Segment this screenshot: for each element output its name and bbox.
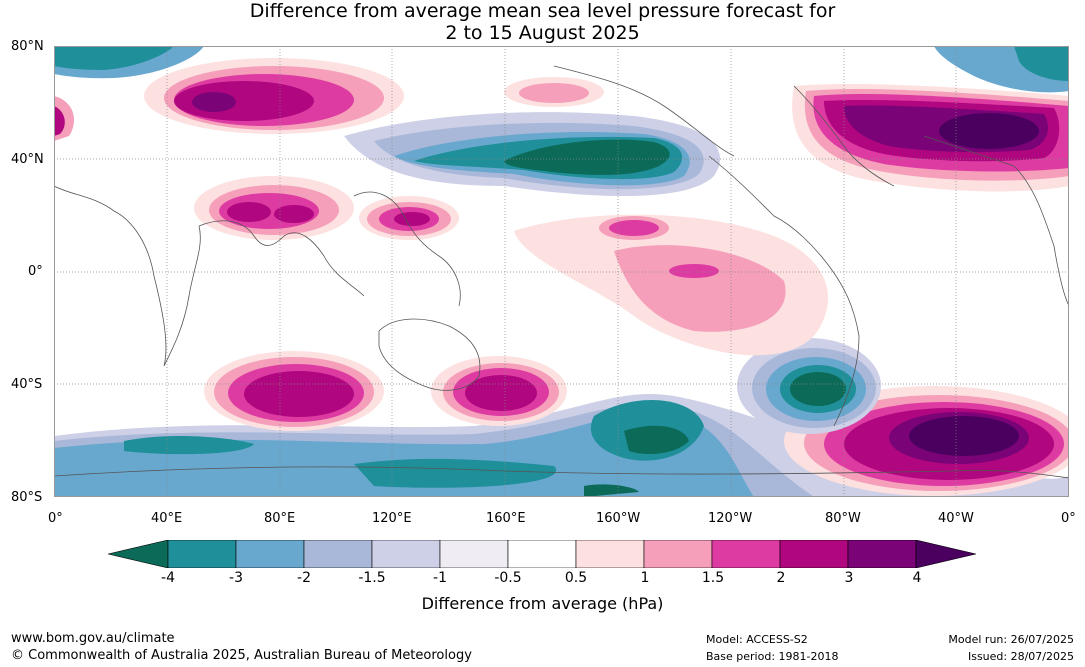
lon-label-160e: 160°E <box>486 511 526 526</box>
colorbar <box>108 540 977 568</box>
colorbar-swatch <box>575 540 645 568</box>
indian-ocean-high <box>204 351 384 431</box>
lon-label-120w: 120°W <box>708 511 753 526</box>
lon-label-80e: 80°E <box>264 511 296 526</box>
north-america-coast <box>793 85 895 187</box>
colorbar-arrow-high <box>915 540 977 568</box>
australia-coast <box>378 318 481 391</box>
lat-label-40n: 40°N <box>11 152 44 167</box>
lon-label-0: 0° <box>48 511 63 526</box>
legend-tick-label: -1.5 <box>358 570 386 586</box>
map-svg <box>54 46 1069 497</box>
legend-tick-label: -4 <box>161 570 175 586</box>
colorbar-arrow-low <box>108 540 169 568</box>
map-frame <box>54 46 1069 497</box>
africa-coast <box>54 185 201 367</box>
colorbar-swatch <box>167 540 237 568</box>
east-asia-coast <box>353 191 461 307</box>
south-atlantic-high <box>784 386 1069 496</box>
title-line-2: 2 to 15 August 2025 <box>445 22 640 44</box>
legend-tick-label: -0.5 <box>494 570 522 586</box>
north-atlantic-high <box>792 84 1069 192</box>
colorbar-swatch <box>779 540 849 568</box>
lat-label-80n: 80°N <box>11 39 44 54</box>
lon-label-0-east: 0° <box>1061 511 1076 526</box>
lat-label-40s: 40°S <box>11 377 43 392</box>
lon-label-160w: 160°W <box>596 511 641 526</box>
colorbar-swatch <box>371 540 441 568</box>
legend-tick-label: 0.5 <box>564 570 588 586</box>
colorbar-swatch <box>847 540 917 568</box>
north-pacific-low <box>344 112 721 196</box>
lon-label-80w: 80°W <box>825 511 861 526</box>
legend-tick-label: -1 <box>433 570 447 586</box>
graticule <box>54 46 1069 497</box>
footer-model: Model: ACCESS-S2 <box>706 633 808 646</box>
coastlines <box>54 65 1069 479</box>
colorbar-swatch <box>303 540 373 568</box>
footer-url[interactable]: www.bom.gov.au/climate <box>11 631 175 646</box>
americas-coast <box>708 155 860 427</box>
tasman-high <box>431 356 567 426</box>
europe-africa-west-coast <box>923 135 1069 307</box>
footer-issued: Issued: 28/07/2025 <box>967 650 1074 663</box>
legend-tick-label: 3 <box>844 570 854 586</box>
lon-label-40e: 40°E <box>151 511 183 526</box>
tropical-pacific-high <box>514 214 829 356</box>
central-asia-high <box>144 58 604 134</box>
legend-title: Difference from average (hPa) <box>421 594 664 613</box>
antarctica-coast <box>54 466 1069 479</box>
legend-tick-label: 1.5 <box>701 570 725 586</box>
pressure-anomaly-map <box>54 46 1069 497</box>
colorbar-swatch <box>507 540 577 568</box>
colorbar-swatch <box>235 540 305 568</box>
footer-copyright: © Commonwealth of Australia 2025, Austra… <box>11 648 472 663</box>
colorbar-swatch <box>711 540 781 568</box>
south-asia-coast <box>198 220 365 297</box>
footer-base-period: Base period: 1981-2018 <box>706 650 839 663</box>
south-asia-high <box>194 176 459 240</box>
map-title: Difference from average mean sea level p… <box>0 0 1085 44</box>
lon-label-120e: 120°E <box>372 511 412 526</box>
legend-tick-label: -2 <box>297 570 311 586</box>
legend-tick-label: 4 <box>912 570 922 586</box>
legend-tick-label: -3 <box>229 570 243 586</box>
title-line-1: Difference from average mean sea level p… <box>249 0 836 22</box>
lat-label-80s: 80°S <box>11 490 43 505</box>
footer-model-run: Model run: 26/07/2025 <box>948 633 1074 646</box>
legend-tick-label: 2 <box>776 570 786 586</box>
arctic-low <box>54 46 1069 141</box>
legend-tick-label: 1 <box>640 570 650 586</box>
south-pacific-low <box>737 338 881 434</box>
colorbar-swatch <box>439 540 509 568</box>
lat-label-0: 0° <box>28 264 43 279</box>
alaska-coast <box>553 65 735 157</box>
lon-label-40w: 40°W <box>938 511 974 526</box>
colorbar-swatch <box>643 540 713 568</box>
